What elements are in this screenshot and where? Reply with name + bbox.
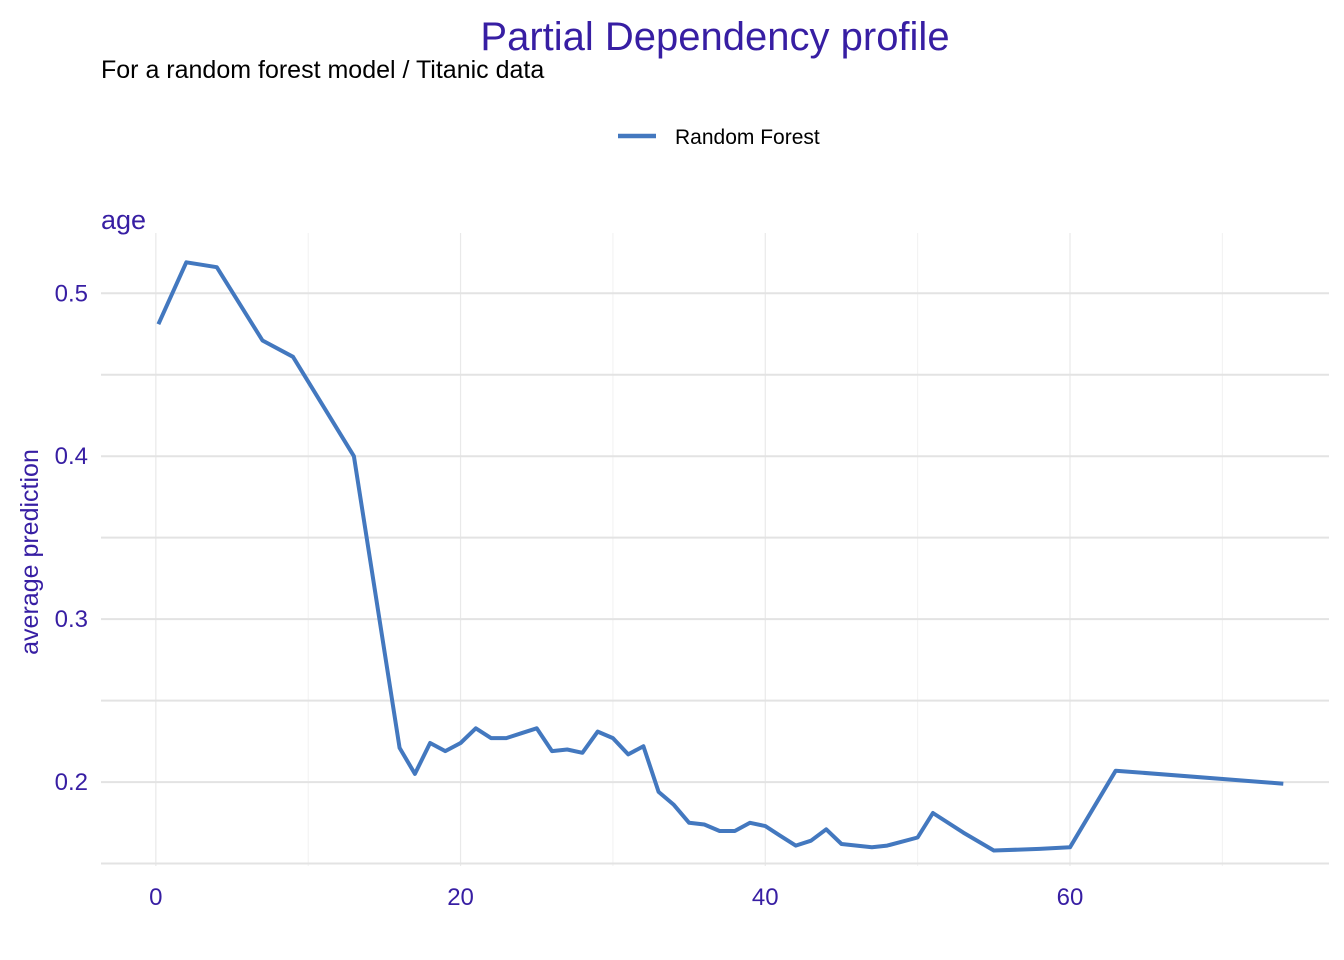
series-line [156,260,1284,853]
grid [101,233,1329,866]
y-axis-ticks: 0.2 0.3 0.4 0.5 [55,280,88,796]
x-tick-label: 20 [447,884,474,911]
x-tick-label: 0 [149,884,162,911]
legend: Random Forest [618,126,820,149]
x-tick-label: 40 [752,884,779,911]
y-tick-label: 0.5 [55,280,88,307]
chart-title: Partial Dependency profile [480,15,949,59]
y-tick-label: 0.2 [55,769,88,796]
y-tick-label: 0.4 [55,443,88,470]
facet-label: age [101,205,146,235]
x-tick-label: 60 [1057,884,1084,911]
x-axis-ticks: 0 20 40 60 [149,884,1083,911]
chart-subtitle: For a random forest model / Titanic data [101,56,544,84]
legend-label: Random Forest [675,126,820,149]
y-axis-label: average prediction [16,449,44,655]
y-tick-label: 0.3 [55,606,88,633]
series-lines [156,260,1284,853]
